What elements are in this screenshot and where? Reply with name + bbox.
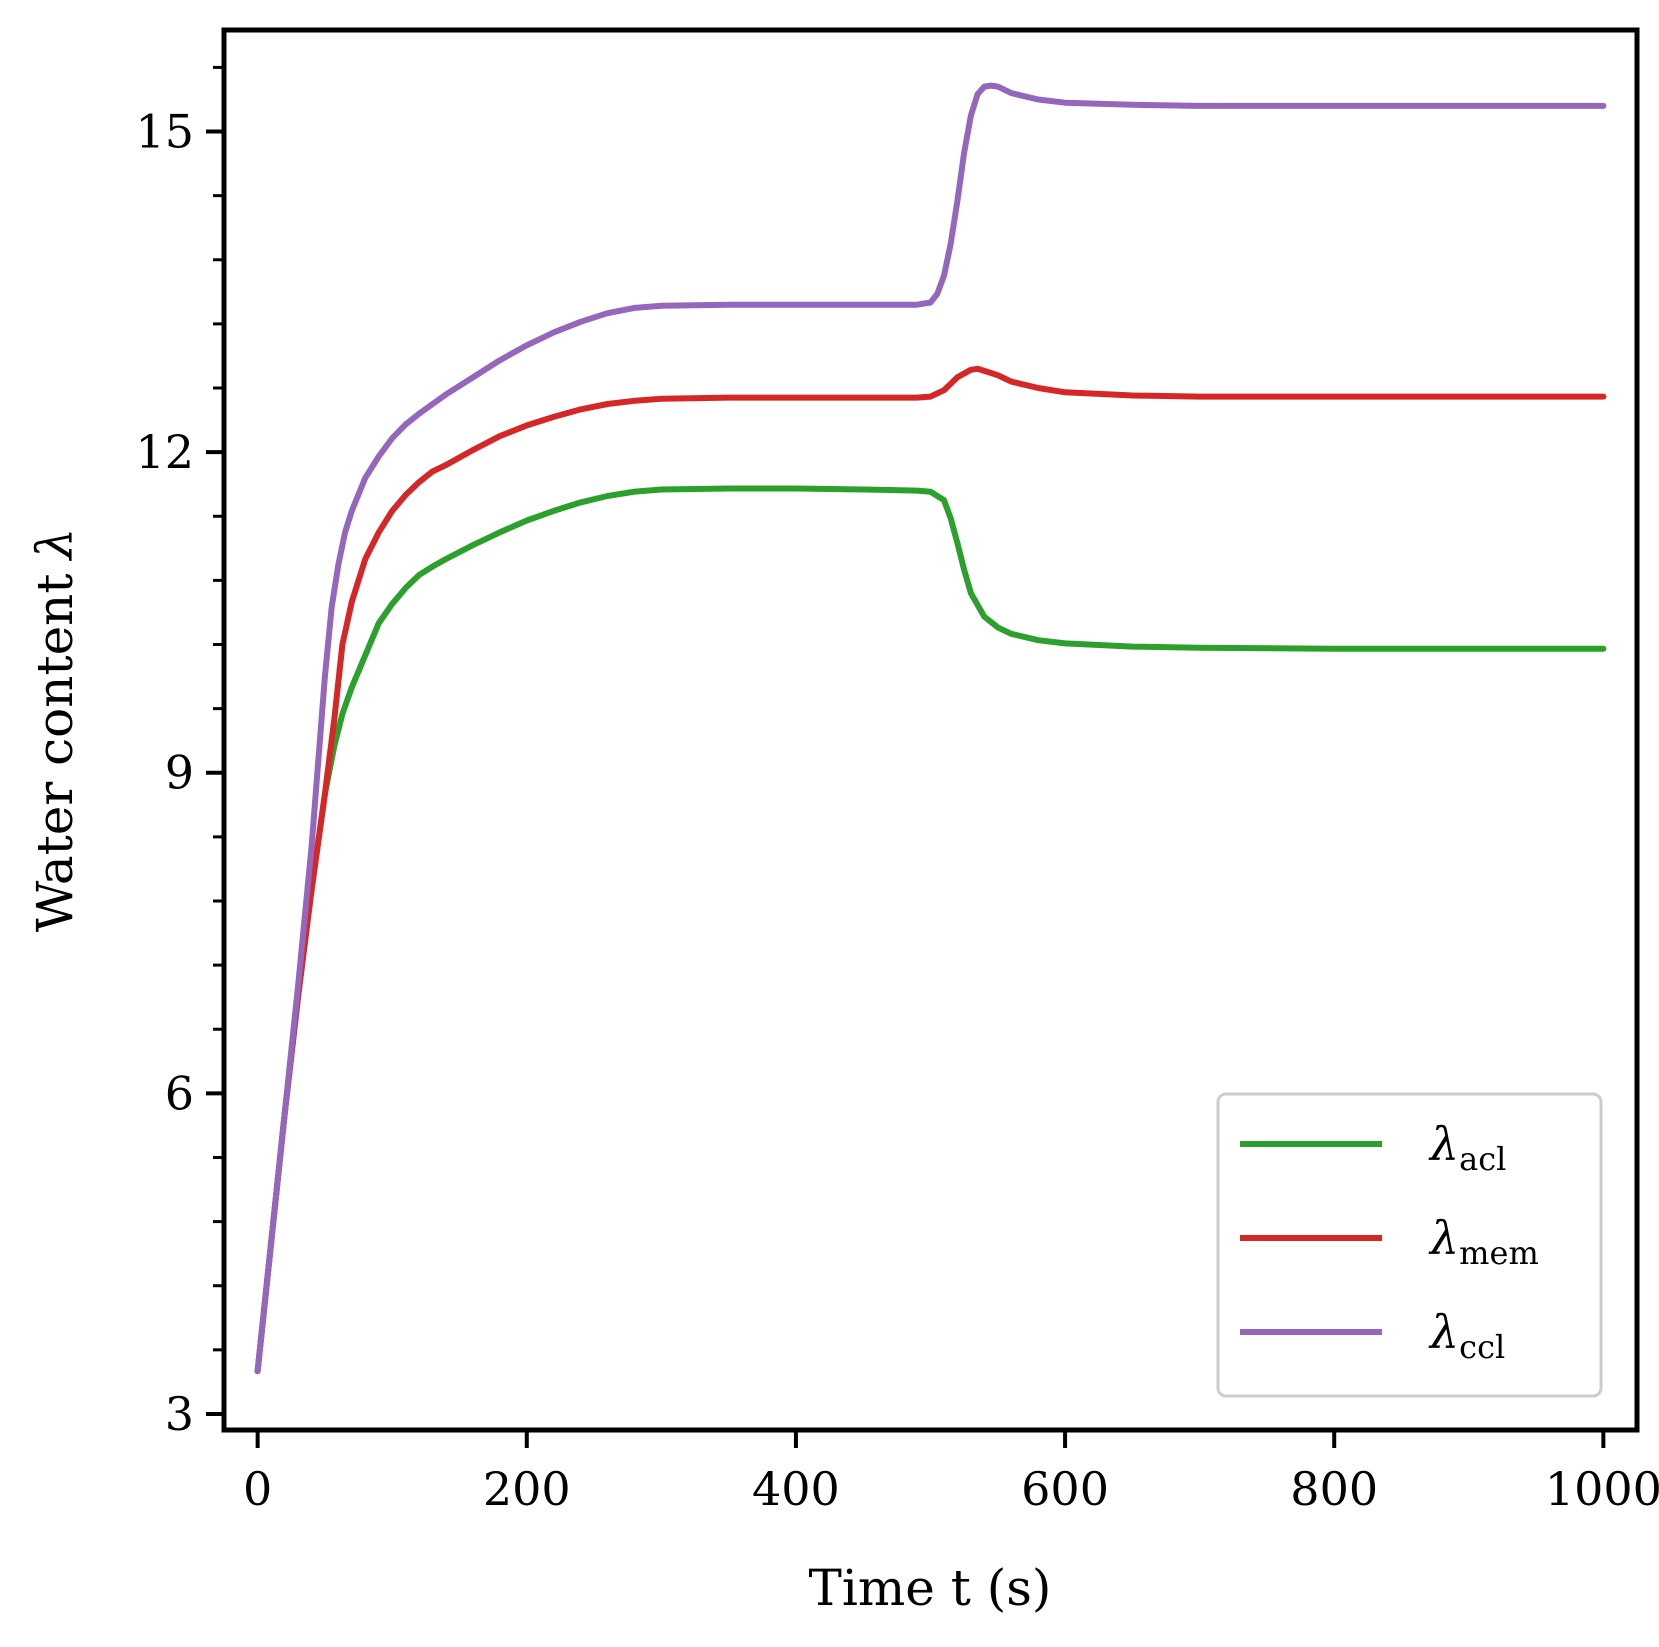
x-tick-label: 0	[243, 1462, 272, 1516]
legend-subscript-mem: mem	[1459, 1234, 1539, 1272]
x-tick-label: 400	[752, 1462, 840, 1516]
y-axis-title: Water content λ	[26, 528, 84, 932]
series-line-acl	[254, 485, 1607, 1375]
legend-symbol-ccl: λ	[1428, 1305, 1459, 1359]
x-tick-label: 600	[1021, 1462, 1109, 1516]
x-tick-label: 1000	[1545, 1462, 1659, 1516]
x-axis: 0 200 400 600 800 1000	[243, 1430, 1659, 1516]
legend-subscript-ccl: ccl	[1459, 1328, 1505, 1366]
legend-label-ccl: λccl	[1428, 1305, 1505, 1366]
x-tick-label: 200	[483, 1462, 571, 1516]
y-tick-label: 12	[135, 425, 194, 479]
x-axis-title: Time t (s)	[809, 1559, 1052, 1617]
y-axis-title-symbol: λ	[26, 528, 84, 562]
legend-label-acl: λacl	[1428, 1117, 1506, 1178]
y-tick-label: 15	[135, 105, 194, 159]
series-layer	[254, 82, 1607, 1375]
legend-symbol-mem: λ	[1428, 1211, 1459, 1265]
legend-symbol-acl: λ	[1428, 1117, 1459, 1171]
y-tick-label: 9	[165, 746, 194, 800]
y-axis: 3 6 9 12 15	[135, 65, 224, 1441]
series-line-mem	[254, 365, 1607, 1375]
legend: λacl λmem λccl	[1216, 1092, 1603, 1398]
x-tick-label: 800	[1290, 1462, 1378, 1516]
legend-box	[1216, 1092, 1603, 1398]
y-axis-title-text: Water content	[26, 574, 84, 933]
series-line-ccl	[254, 82, 1607, 1375]
y-tick-label: 6	[165, 1066, 194, 1120]
legend-label-mem: λmem	[1428, 1211, 1539, 1272]
legend-subscript-acl: acl	[1459, 1140, 1506, 1178]
y-tick-label: 3	[165, 1387, 194, 1441]
plot-frame	[221, 27, 1640, 1433]
